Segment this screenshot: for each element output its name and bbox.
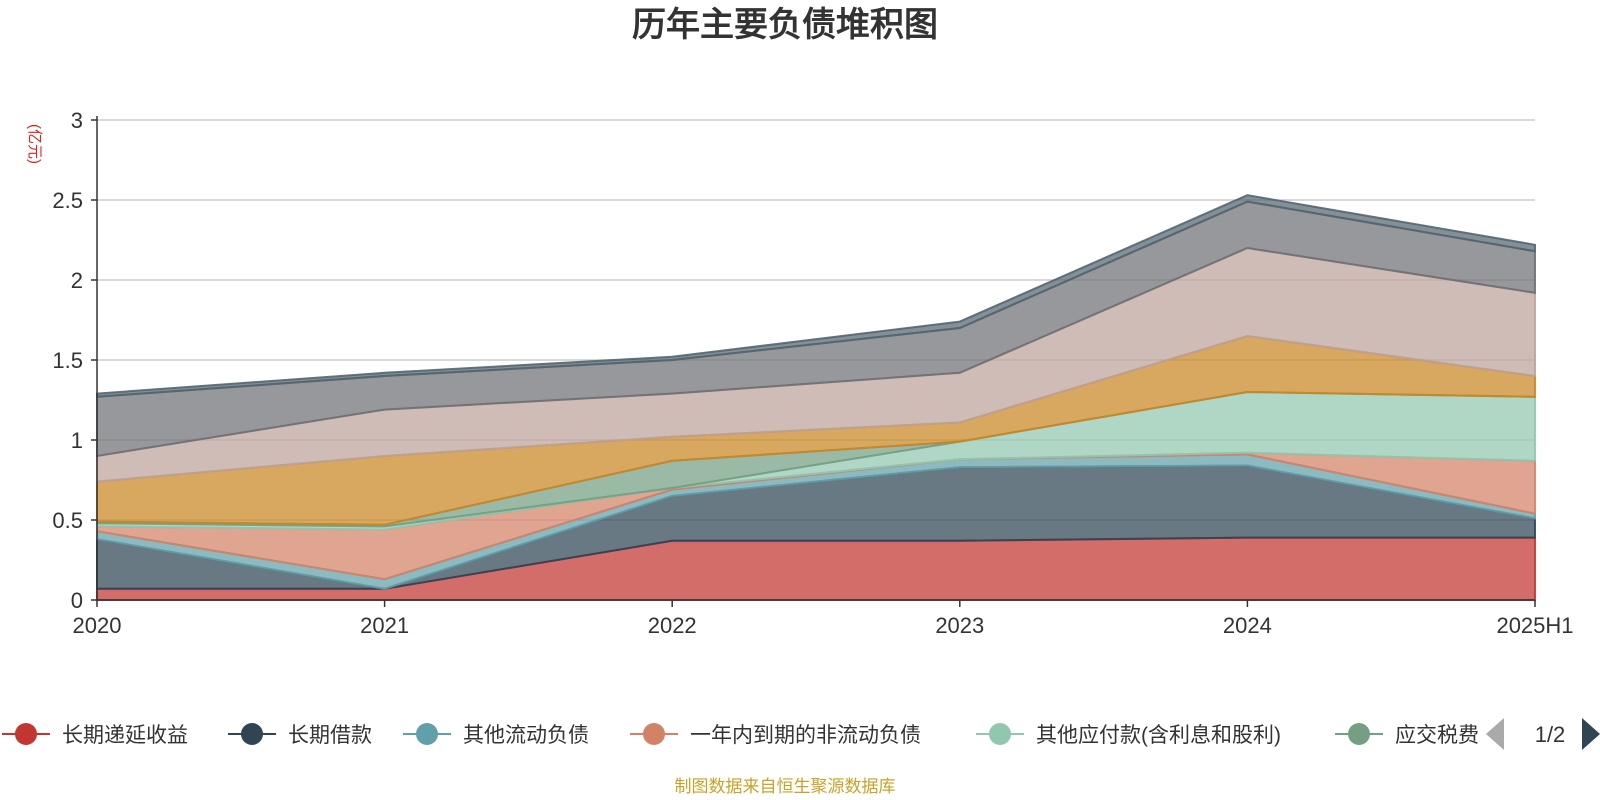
legend-item[interactable]: 长期递延收益: [2, 723, 188, 747]
legend-page-indicator: 1/2: [1535, 722, 1566, 747]
legend-item[interactable]: 应交税费: [1335, 723, 1479, 747]
legend-item[interactable]: 其他流动负债: [403, 723, 589, 747]
legend-marker: [15, 723, 37, 745]
legend-next-arrow-icon[interactable]: [1582, 718, 1600, 750]
legend-marker: [989, 723, 1011, 745]
legend-item[interactable]: 长期借款: [228, 723, 372, 747]
chart-title: 历年主要负债堆积图: [632, 5, 938, 45]
x-tick-label: 2022: [648, 613, 697, 638]
legend-prev-arrow-icon[interactable]: [1486, 718, 1504, 750]
x-tick-label: 2021: [360, 613, 409, 638]
x-tick-label: 2020: [73, 613, 122, 638]
y-tick-label: 0: [71, 588, 83, 613]
axes: 0 0.5 1 1.5 2 2.5 3 2020 2021 2022 2023 2024 2025H1: [52, 108, 1573, 638]
legend-marker: [1348, 723, 1370, 745]
x-tick-label: 2024: [1223, 613, 1272, 638]
y-axis-unit: (亿元): [26, 124, 43, 164]
y-tick-label: 0.5: [52, 508, 83, 533]
legend: 长期递延收益 长期借款 其他流动负债 一年内到期的非流动负债 其他应付款(含利息和股利)…: [2, 714, 1600, 754]
legend-item[interactable]: 一年内到期的非流动负债: [630, 723, 921, 747]
legend-label: 一年内到期的非流动负债: [690, 724, 921, 747]
legend-label: 其他流动负债: [463, 724, 589, 747]
stacked-areas: [96, 194, 1536, 601]
legend-label: 长期递延收益: [62, 724, 188, 747]
y-tick-label: 1.5: [52, 348, 83, 373]
legend-marker: [643, 723, 665, 745]
y-tick-label: 2.5: [52, 188, 83, 213]
data-source-note: 制图数据来自恒生聚源数据库: [675, 777, 896, 796]
legend-label: 应交税费: [1395, 724, 1479, 747]
x-tick-label: 2025H1: [1496, 613, 1573, 638]
y-tick-label: 3: [71, 108, 83, 133]
legend-item[interactable]: 其他应付款(含利息和股利): [976, 723, 1281, 747]
legend-marker: [416, 723, 438, 745]
x-tick-label: 2023: [935, 613, 984, 638]
legend-label: 长期借款: [288, 724, 372, 747]
legend-marker: [241, 723, 263, 745]
y-tick-label: 1: [71, 428, 83, 453]
area-series-10[interactable]: [96, 194, 1536, 398]
y-tick-label: 2: [71, 268, 83, 293]
legend-label: 其他应付款(含利息和股利): [1036, 724, 1281, 747]
